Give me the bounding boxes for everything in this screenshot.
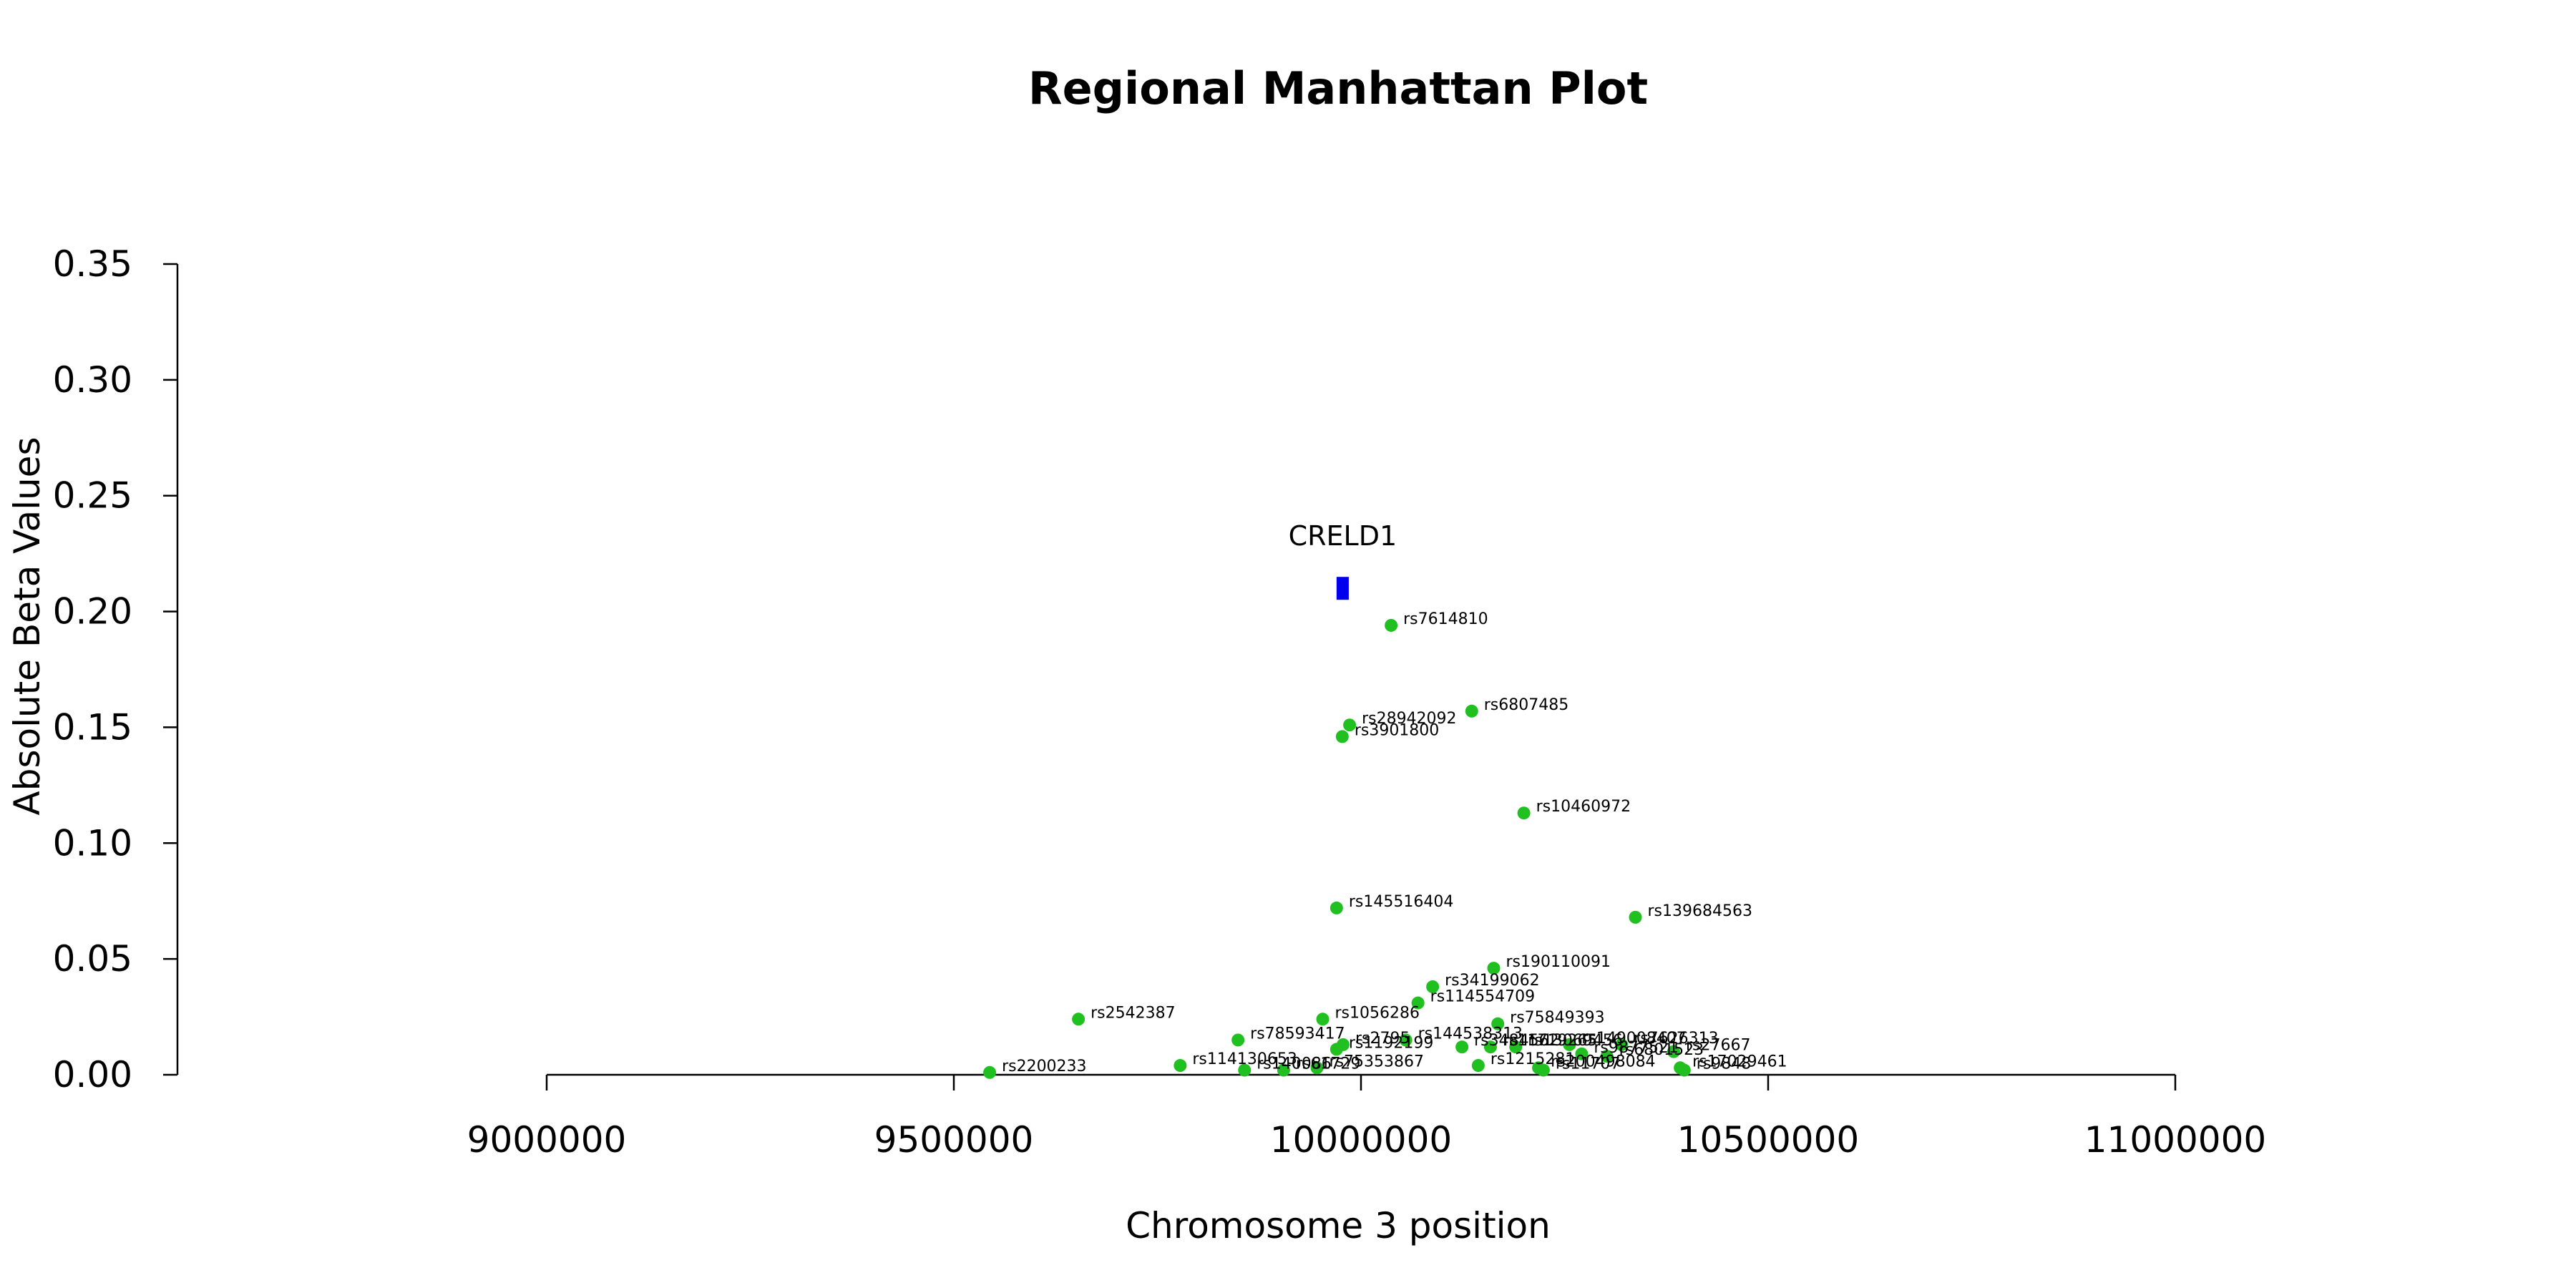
snp-point — [983, 1065, 997, 1079]
snp-label: rs144538313 — [1418, 1025, 1523, 1043]
snp-label: rs7626313 — [1634, 1030, 1719, 1048]
snp-point — [1615, 1038, 1629, 1051]
snp-point — [1343, 718, 1357, 732]
snp-point — [1277, 1063, 1290, 1077]
snp-label: rs2795 — [1355, 1030, 1410, 1048]
y-tick-label: 0.05 — [53, 938, 132, 980]
x-tick-label: 9500000 — [874, 1119, 1034, 1161]
snp-label: rs6807485 — [1484, 696, 1569, 714]
snp-label: rs6801523 — [1619, 1041, 1704, 1059]
snp-point — [1455, 1040, 1469, 1054]
snp-points — [983, 618, 1691, 1079]
snp-label: rs3484562 — [1474, 1032, 1559, 1050]
y-tick-label: 0.00 — [53, 1054, 132, 1096]
snp-point — [1629, 910, 1642, 924]
y-tick-label: 0.20 — [53, 591, 132, 633]
y-axis-label: Absolute Beta Values — [6, 437, 48, 816]
snp-label: rs145516404 — [1349, 893, 1453, 911]
snp-point — [1238, 1063, 1252, 1077]
snp-label: rs139684563 — [1648, 902, 1752, 920]
snp-point — [1536, 1063, 1550, 1077]
snp-label: rs1056286 — [1335, 1004, 1420, 1022]
snp-point — [1411, 996, 1425, 1010]
snp-point — [1483, 1040, 1497, 1054]
snp-label: rs3901800 — [1355, 721, 1440, 739]
snp-point — [1600, 1050, 1614, 1063]
y-axis-ticks: 0.00 0.05 0.10 0.15 0.20 0.25 0.30 0.35 — [53, 243, 177, 1096]
snp-label: rs7614810 — [1403, 610, 1488, 628]
y-tick-label: 0.30 — [53, 359, 132, 401]
snp-label: rs1215281 — [1491, 1050, 1576, 1068]
snp-point — [1491, 1017, 1505, 1030]
snp-label: rs11707 — [1556, 1055, 1621, 1073]
snp-point — [1072, 1013, 1085, 1026]
snp-label: rs200498084 — [1551, 1053, 1655, 1070]
chart-title: Regional Manhattan Plot — [1028, 62, 1648, 114]
x-tick-label: 9000000 — [467, 1119, 627, 1161]
snp-point — [1316, 1013, 1330, 1026]
snp-label: rs114554709 — [1430, 988, 1535, 1006]
snp-label: rs75849393 — [1510, 1009, 1604, 1027]
snp-point — [1575, 1047, 1589, 1060]
snp-label: rs9848 — [1697, 1055, 1752, 1073]
snp-point — [1385, 618, 1398, 632]
snp-label: rs17029461 — [1692, 1053, 1787, 1070]
snp-label: rs114130653 — [1192, 1050, 1297, 1068]
snp-point — [1330, 1043, 1343, 1056]
snp-point — [1487, 962, 1501, 975]
snp-point — [1563, 1038, 1576, 1051]
y-tick-label: 0.25 — [53, 475, 132, 517]
snp-point — [1310, 1061, 1324, 1075]
snp-label: rs2542387 — [1091, 1004, 1176, 1022]
x-tick-label: 11000000 — [2084, 1119, 2267, 1161]
snp-label: rs1192199 — [1349, 1034, 1434, 1052]
snp-label: rs78593417 — [1250, 1025, 1345, 1043]
snp-point — [1335, 730, 1349, 743]
snp-label: rs190110091 — [1506, 953, 1610, 971]
gene-track: CRELD1 — [1289, 520, 1397, 600]
y-tick-label: 0.10 — [53, 822, 132, 864]
snp-label: rs2200233 — [1002, 1058, 1087, 1075]
x-axis-ticks: 9000000 9500000 10000000 10500000 11000000 — [467, 1075, 2267, 1161]
snp-label: rs75353867 — [1330, 1053, 1424, 1070]
y-tick-label: 0.15 — [53, 706, 132, 748]
snp-point — [1426, 980, 1440, 993]
x-tick-label: 10000000 — [1270, 1119, 1453, 1161]
snp-point — [1667, 1045, 1680, 1058]
snp-point — [1174, 1059, 1187, 1073]
snp-point — [1509, 1040, 1523, 1054]
gene-bar — [1336, 577, 1349, 600]
snp-point — [1231, 1033, 1245, 1047]
snp-label: rs28942092 — [1362, 710, 1456, 728]
snp-label: rs11719265 — [1503, 1032, 1597, 1050]
snp-label: rs61729 — [1296, 1055, 1361, 1073]
snp-point — [1399, 1033, 1413, 1047]
x-axis-label: Chromosome 3 position — [1126, 1205, 1551, 1246]
x-tick-label: 10500000 — [1677, 1119, 1860, 1161]
y-tick-label: 0.35 — [53, 243, 132, 285]
snp-label: rs149008407 — [1581, 1030, 1686, 1048]
snp-label: rs27667 — [1686, 1037, 1751, 1055]
gene-label: CRELD1 — [1289, 520, 1397, 552]
snp-label: rs10460972 — [1536, 798, 1631, 816]
snp-point — [1471, 1059, 1485, 1073]
snp-point — [1330, 901, 1343, 914]
snp-point — [1517, 806, 1531, 820]
snp-label: rs9877521 — [1594, 1039, 1679, 1057]
snp-point — [1465, 704, 1478, 718]
snp-label: rs140086 — [1257, 1055, 1332, 1073]
snp-point — [1677, 1063, 1691, 1077]
snp-label: rs34199062 — [1445, 972, 1539, 990]
snp-label: rs13069456 — [1528, 1032, 1622, 1050]
